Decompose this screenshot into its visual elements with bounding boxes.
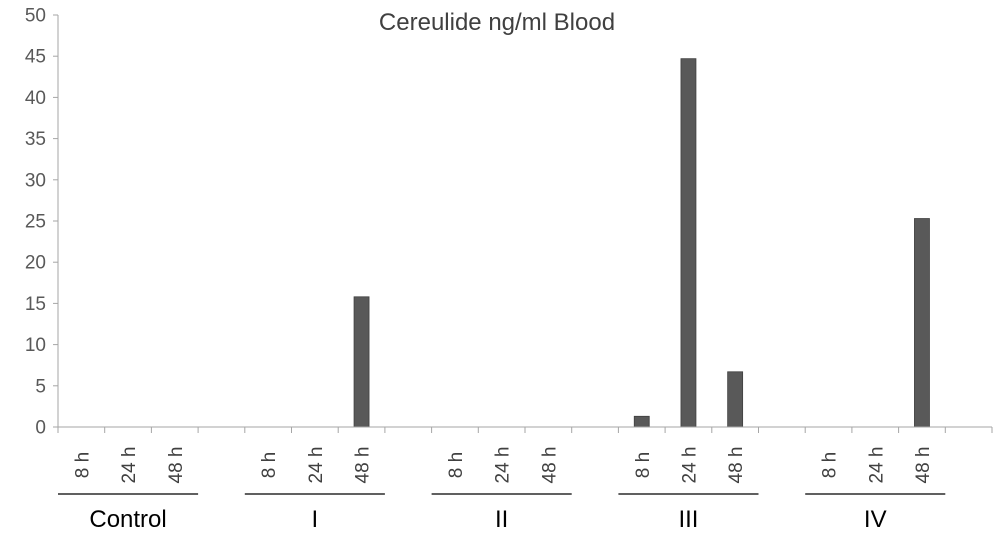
x-tick-label: 8 h	[820, 452, 841, 478]
x-tick-label: 24 h	[306, 447, 327, 484]
group-label: Control	[89, 506, 166, 533]
x-tick-label: 8 h	[259, 452, 280, 478]
bar-iv-48h	[914, 218, 930, 428]
group-label: III	[678, 506, 698, 533]
bar-iii-8h	[633, 415, 650, 428]
x-tick-label: 24 h	[119, 447, 140, 484]
x-tick-label: 8 h	[72, 452, 93, 478]
bars	[353, 58, 930, 428]
group-label: I	[312, 506, 319, 533]
y-tick-label: 25	[25, 212, 46, 233]
y-tick-label: 35	[25, 129, 46, 150]
chart-title: Cereulide ng/ml Blood	[379, 9, 615, 36]
group-label: II	[495, 506, 508, 533]
x-tick-label: 48 h	[539, 447, 560, 484]
y-tick-label: 10	[25, 335, 46, 356]
x-tick-label: 24 h	[679, 447, 700, 484]
y-tick-label: 20	[25, 253, 46, 274]
x-tick-label: 8 h	[633, 452, 654, 478]
x-tick-label: 48 h	[353, 447, 374, 484]
y-tick-label: 5	[35, 376, 46, 397]
bar-iii-48h	[727, 371, 744, 428]
x-tick-label: 48 h	[166, 447, 187, 484]
bar-iii-24h	[680, 58, 697, 428]
y-tick-label: 15	[25, 294, 46, 315]
x-tick-label: 24 h	[866, 447, 887, 484]
y-tick-label: 40	[25, 88, 46, 109]
y-tick-label: 30	[25, 170, 46, 191]
x-tick-label: 24 h	[493, 447, 514, 484]
y-tick-label: 45	[25, 47, 46, 68]
x-tick-label: 8 h	[446, 452, 467, 478]
x-tick-label: 48 h	[913, 447, 934, 484]
group-label: IV	[864, 506, 887, 533]
x-tick-label: 48 h	[726, 447, 747, 484]
y-tick-label: 0	[35, 418, 46, 439]
x-axis: 8 h 24 h 48 h Control 8 h 24 h 48 h I 8 h 24 h 48 …	[57, 426, 993, 533]
bar-i-48h	[353, 296, 370, 428]
y-tick-label: 50	[25, 6, 46, 27]
y-axis: 0 5 10 15 20 25 30 35 40 45 50	[25, 6, 59, 439]
